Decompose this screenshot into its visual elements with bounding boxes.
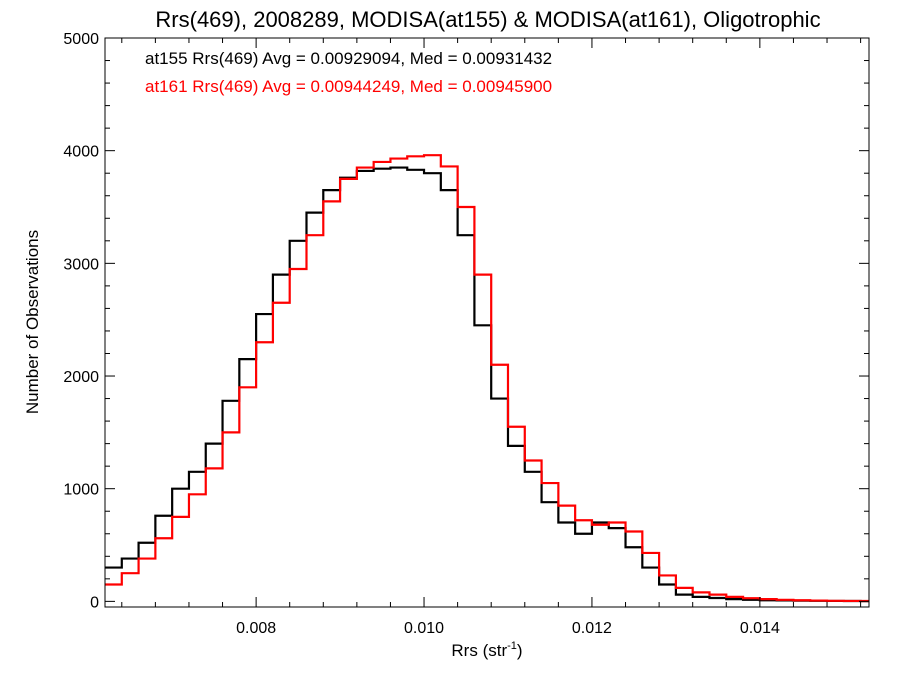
series-line-at155 [105,166,869,603]
chart-title: Rrs(469), 2008289, MODISA(at155) & MODIS… [155,7,820,32]
x-tick-label: 0.014 [740,620,780,637]
y-tick-label: 5000 [63,31,99,48]
legend-entry-at161: at161 Rrs(469) Avg = 0.00944249, Med = 0… [145,77,552,96]
ticks-layer: 0.008 0.010 0.012 0.014 0 1000 2000 3000 4000 500… [63,31,869,637]
x-tick-label: 0.010 [404,620,444,637]
y-tick-label: 2000 [63,369,99,386]
series-layer [105,154,869,603]
legend-entry-at155: at155 Rrs(469) Avg = 0.00929094, Med = 0… [145,49,552,68]
x-axis-label: Rrs (str-1) [451,640,522,660]
x-axis-label-text: Rrs (str [451,641,507,660]
y-tick-label: 1000 [63,482,99,499]
x-tick-label: 0.008 [236,620,276,637]
x-axis-label-sup: -1 [507,640,517,652]
x-axis-label-close: ) [517,641,523,660]
plot-frame [104,37,870,608]
series-line-at161 [105,154,869,603]
y-tick-label: 4000 [63,144,99,161]
y-tick-label: 0 [90,594,99,611]
y-axis-label: Number of Observations [23,230,42,414]
y-tick-label: 3000 [63,256,99,273]
x-tick-label: 0.012 [572,620,612,637]
